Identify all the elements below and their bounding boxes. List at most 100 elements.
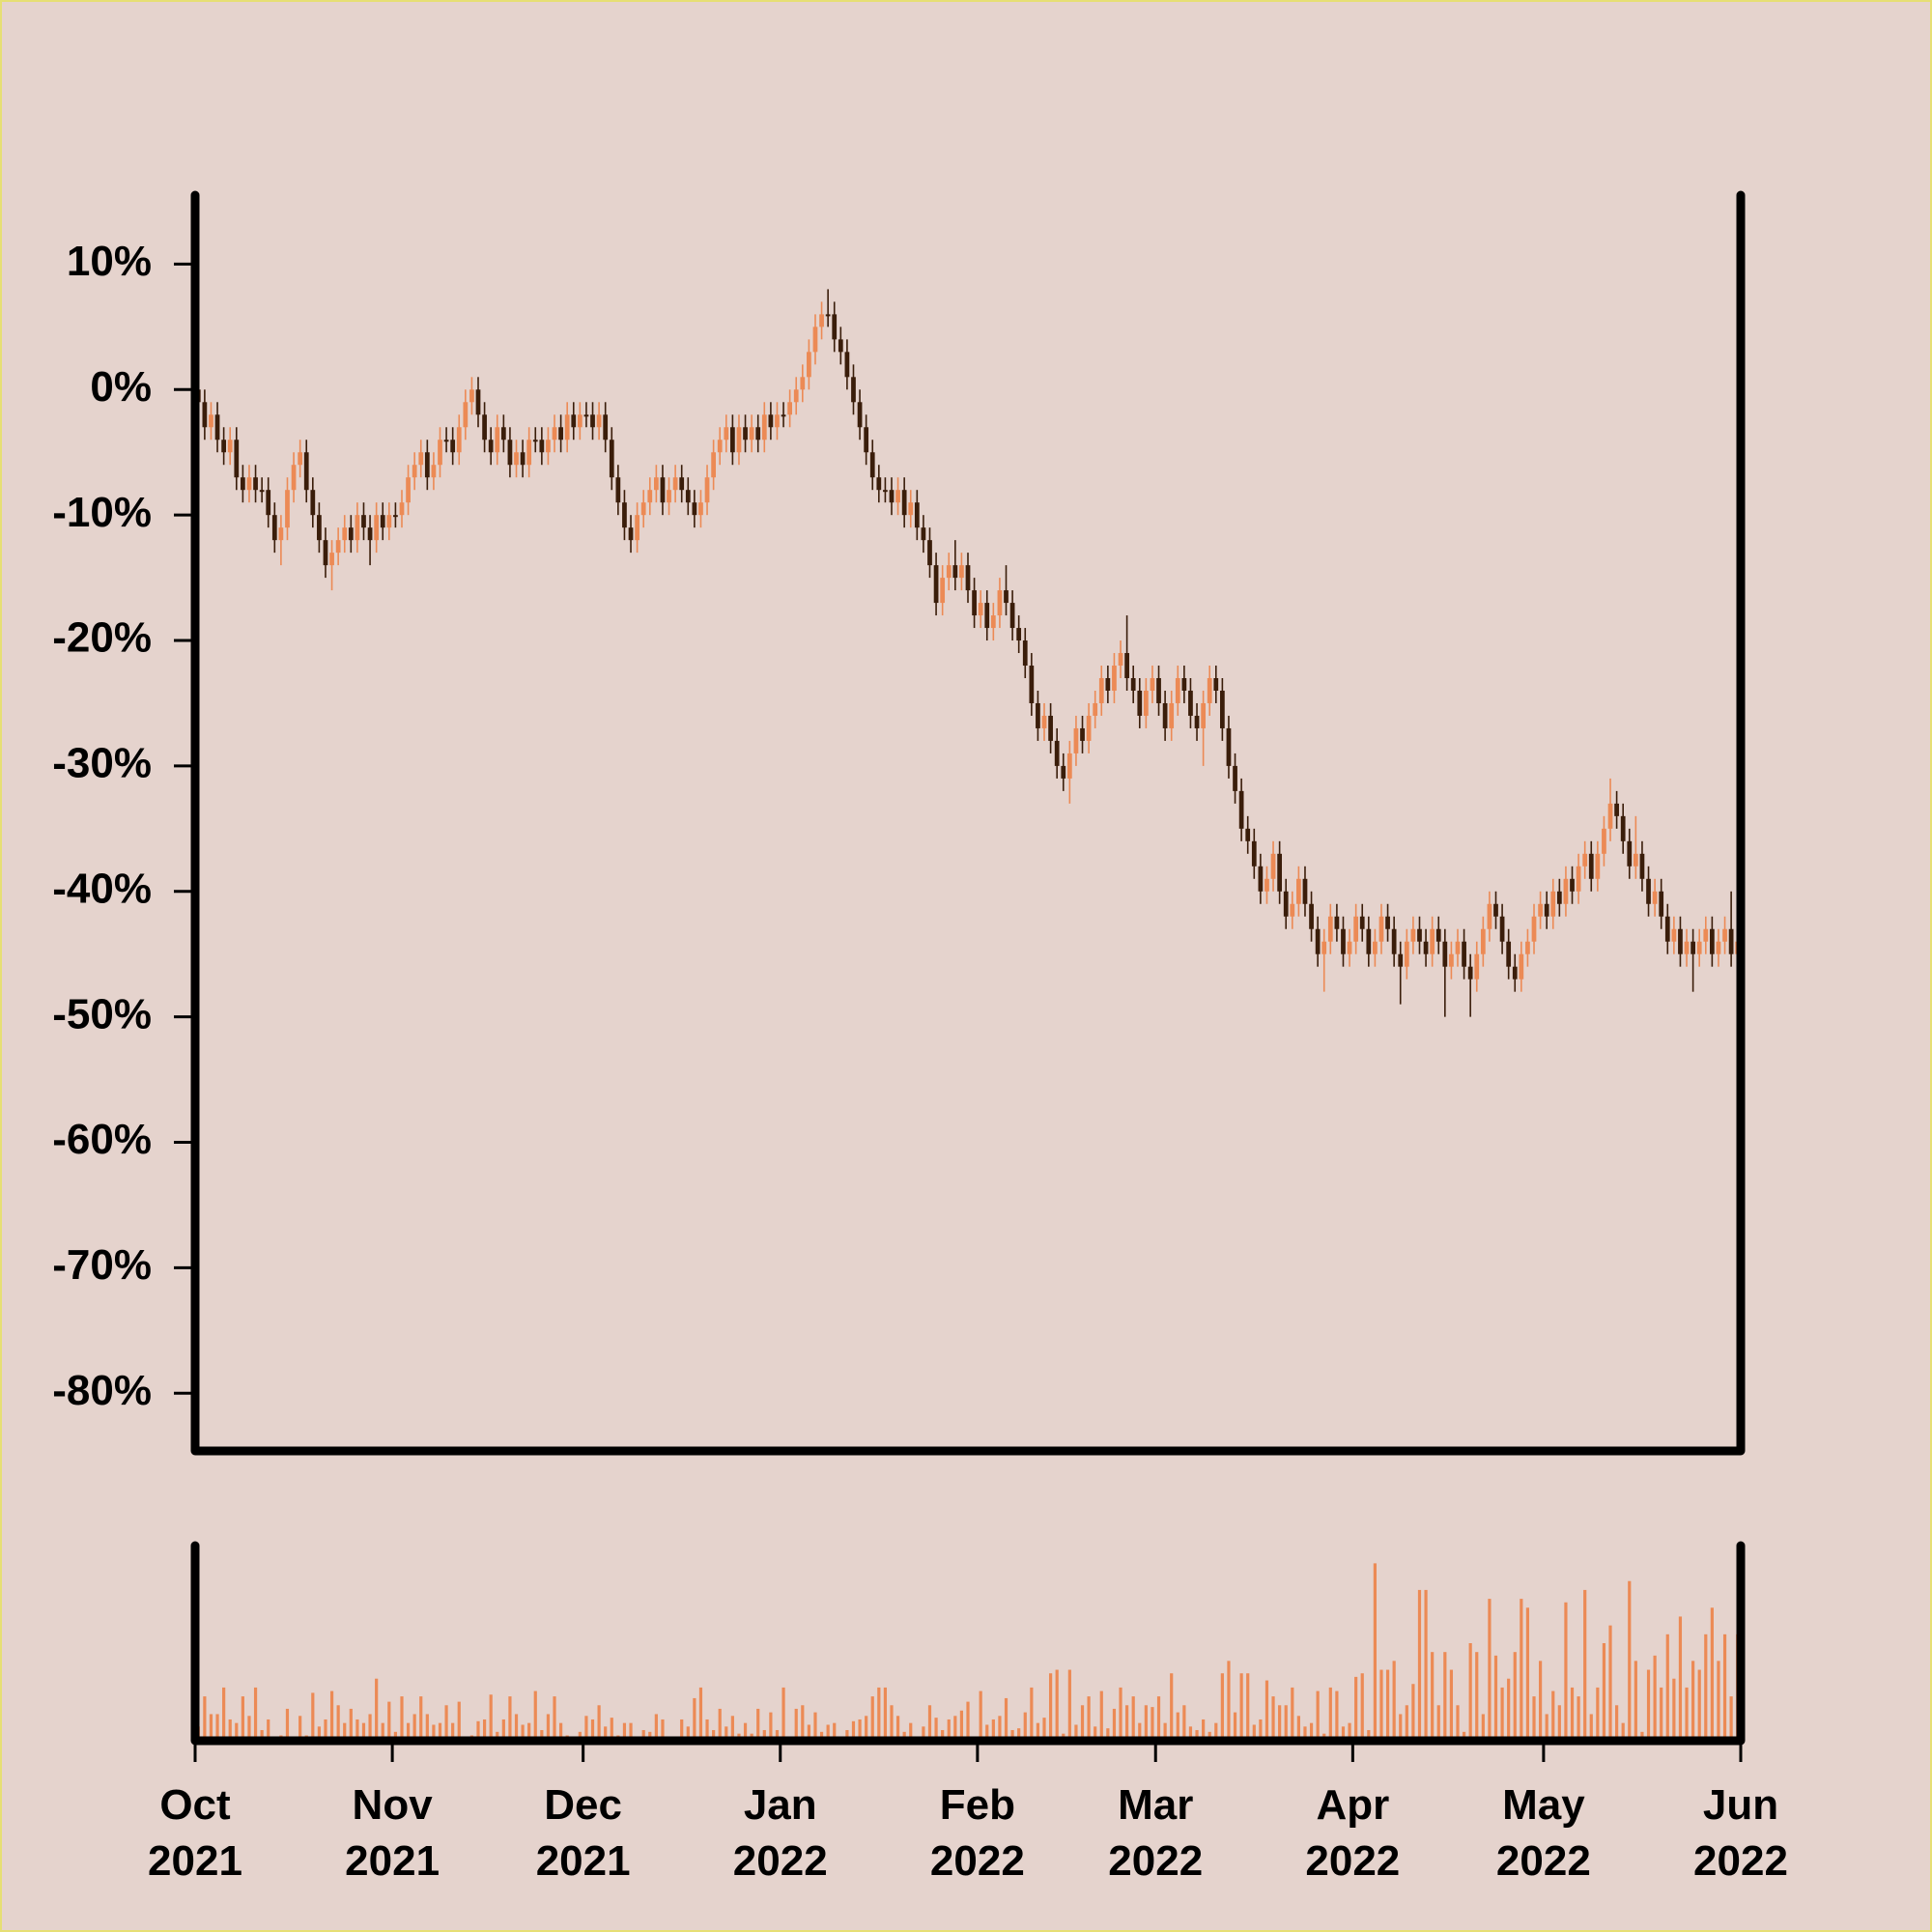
volume-bar — [361, 1722, 366, 1741]
candle-body — [807, 352, 811, 378]
candle-body — [1327, 916, 1333, 942]
volume-bar — [1557, 1705, 1561, 1741]
candle-body — [1652, 891, 1658, 904]
candle-body — [1378, 916, 1384, 942]
candle-body — [1124, 653, 1129, 678]
candle-body — [266, 490, 271, 516]
volume-bar — [604, 1726, 608, 1741]
volume-bar — [521, 1724, 525, 1741]
volume-bar — [883, 1687, 888, 1741]
volume-bar — [1729, 1696, 1733, 1741]
candle-body — [635, 515, 639, 541]
volume-bar — [890, 1705, 894, 1741]
volume-bar — [991, 1719, 995, 1741]
candle-body — [1162, 702, 1168, 728]
candle-body — [1207, 678, 1212, 703]
volume-bar — [1138, 1722, 1142, 1741]
candle-body — [514, 452, 519, 466]
volume-bar — [260, 1729, 264, 1741]
candle-body — [1531, 916, 1537, 942]
volume-bar — [629, 1722, 633, 1741]
candle-body — [298, 452, 303, 466]
volume-bar — [1468, 1643, 1472, 1741]
candle-body — [546, 440, 551, 453]
candle-body — [1238, 790, 1244, 829]
volume-frame — [190, 1541, 1746, 1746]
candle-body — [1137, 690, 1143, 716]
candle-body — [1359, 916, 1365, 929]
volume-bar — [1010, 1729, 1014, 1741]
x-tick-label: Oct 2021 — [148, 1781, 242, 1885]
volume-bar — [1125, 1705, 1129, 1741]
volume-bar — [553, 1696, 556, 1741]
candle-body — [1315, 928, 1321, 954]
candle-body — [329, 553, 334, 566]
candle-body — [348, 527, 354, 541]
candle-body — [1283, 891, 1289, 917]
volume-bar — [1653, 1655, 1657, 1741]
candle-body — [1181, 678, 1187, 691]
candle-body — [406, 477, 411, 503]
volume-bar — [241, 1696, 244, 1741]
volume-bar — [870, 1696, 874, 1741]
volume-bar — [712, 1729, 716, 1741]
volume-bar — [1431, 1652, 1435, 1741]
candle-body — [393, 515, 398, 518]
volume-bar — [1462, 1731, 1466, 1741]
volume-bar — [833, 1722, 837, 1741]
candle-body — [1118, 653, 1123, 667]
volume-bar — [1417, 1589, 1422, 1741]
volume-bar — [1151, 1707, 1154, 1741]
candle-body — [990, 615, 996, 629]
volume-bar — [1443, 1652, 1447, 1741]
candle-body — [921, 527, 926, 541]
candle-body — [253, 477, 258, 491]
volume-bar — [1456, 1705, 1460, 1741]
candle-body — [583, 414, 589, 417]
volume-bar — [622, 1722, 627, 1741]
candle-body — [456, 427, 462, 453]
volume-bar — [851, 1720, 856, 1741]
candle-body — [775, 414, 780, 428]
candle-body — [1404, 941, 1409, 967]
x-tick-label: Mar 2022 — [1108, 1781, 1204, 1885]
volume-bar — [489, 1694, 493, 1741]
candle-body — [1659, 891, 1664, 917]
volume-bar — [1507, 1678, 1511, 1741]
candle-body — [1480, 928, 1486, 954]
volume-bar — [1379, 1669, 1383, 1741]
candle-body — [571, 414, 577, 428]
candle-body — [500, 427, 506, 440]
y-tick-label: -30% — [52, 740, 152, 787]
candle-body — [622, 502, 627, 528]
candle-body — [380, 515, 385, 528]
volume-bar — [1023, 1712, 1027, 1741]
volume-bar — [1188, 1726, 1193, 1741]
candle-body — [323, 540, 328, 566]
candle-body — [1220, 690, 1225, 728]
candle-body — [1175, 678, 1180, 703]
volume-bar — [559, 1722, 563, 1741]
candle-body — [495, 427, 500, 453]
volume-bar — [1589, 1714, 1593, 1741]
candle-body — [221, 440, 226, 453]
volume-bar — [228, 1719, 232, 1741]
volume-bar — [578, 1731, 582, 1741]
volume-bar — [1493, 1655, 1498, 1741]
volume-bar — [865, 1716, 868, 1741]
volume-bar — [247, 1716, 251, 1741]
candle-body — [984, 603, 990, 629]
candle-body — [1512, 966, 1518, 980]
candle-body — [590, 414, 595, 428]
volume-bar — [1220, 1673, 1224, 1741]
candle-body — [1633, 853, 1638, 867]
candle-body — [736, 427, 742, 453]
volume-bar — [807, 1724, 810, 1741]
candle-body — [901, 490, 907, 516]
candle-body — [724, 427, 729, 440]
x-tick-label: Feb 2022 — [929, 1781, 1025, 1885]
candle-body — [1188, 690, 1193, 716]
volume-bar — [209, 1714, 213, 1741]
candle-body — [972, 590, 977, 616]
